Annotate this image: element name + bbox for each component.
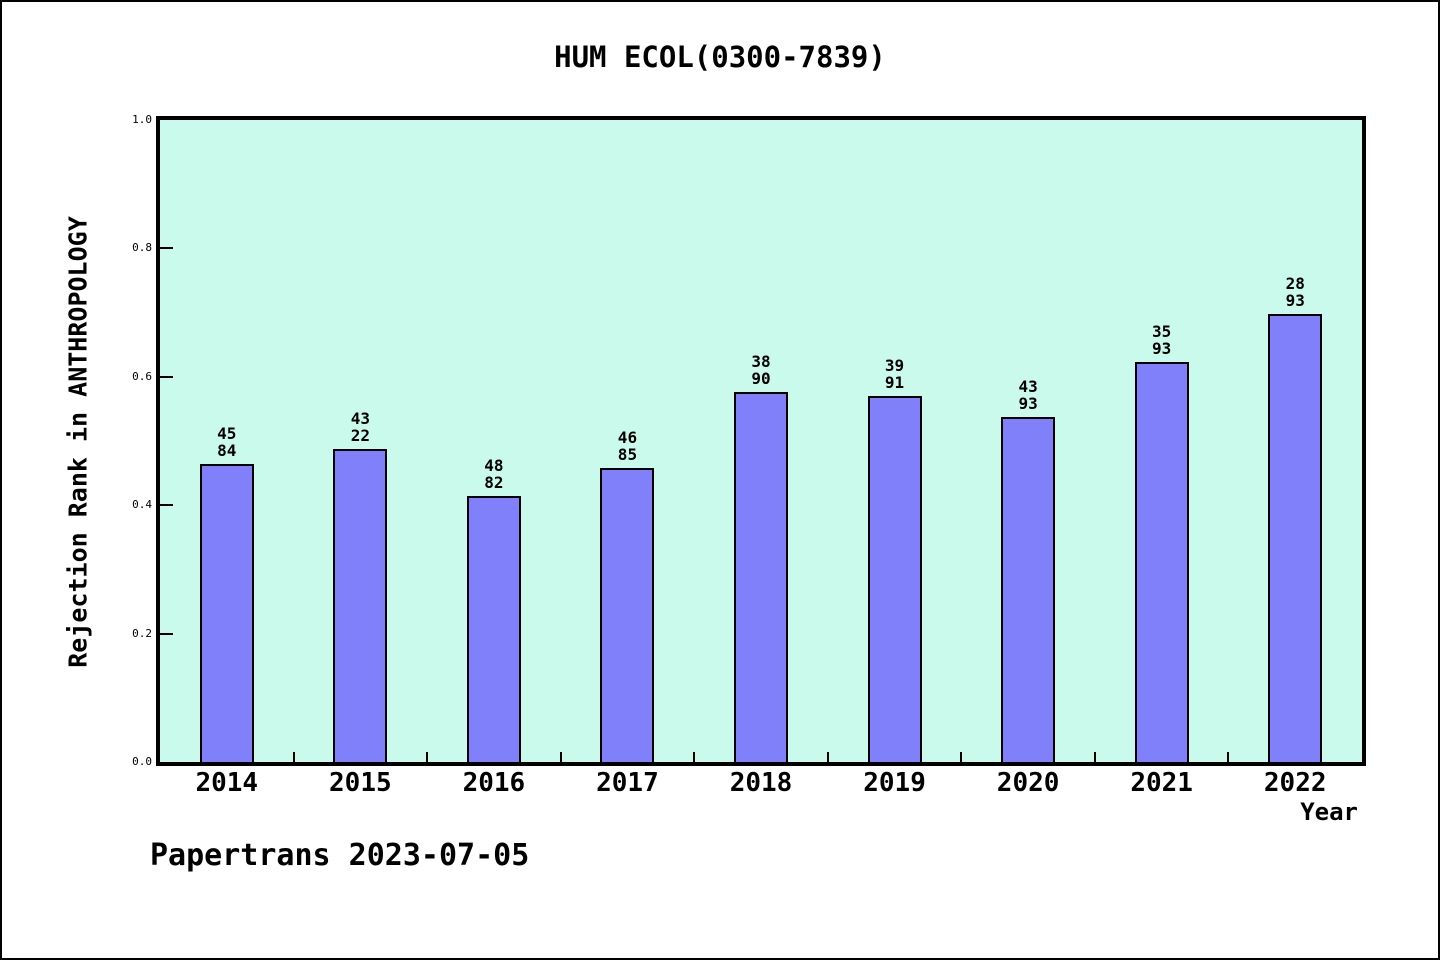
x-minor-tick [293,752,295,762]
y-tick-label-0.6: 0.6 [132,370,152,383]
x-tick-label-2019: 2019 [863,768,926,798]
x-tick-label-2021: 2021 [1130,768,1193,798]
bar-2015 [333,449,387,762]
bar-value-label-2019: 39 91 [884,356,905,392]
footer-note: Papertrans 2023-07-05 [150,838,530,873]
bar-value-label-2022: 28 93 [1285,274,1305,310]
bar-2019 [868,396,922,762]
bar-2016 [467,496,521,762]
x-minor-tick [560,752,562,762]
x-tick-label-2014: 2014 [195,768,259,798]
y-tick-mark-0.4 [160,504,173,506]
bar-2021 [1135,362,1189,762]
x-tick-label-2016: 2016 [462,768,526,798]
y-tick-mark-0.6 [160,376,173,378]
y-axis-title: Rejection Rank in ANTHROPOLOGY [63,216,93,668]
x-minor-tick [1227,752,1229,762]
bar-value-label-2018: 38 90 [751,352,771,388]
x-minor-tick [426,752,428,762]
x-tick-label-2022: 2022 [1263,768,1327,798]
x-minor-tick [827,752,829,762]
y-tick-label-1.0: 1.0 [132,113,152,126]
bar-value-label-2020: 43 93 [1018,377,1038,413]
y-tick-label-0.2: 0.2 [132,627,152,640]
y-tick-label-0.4: 0.4 [132,498,152,511]
plot-inner: 45 84 43 22 48 82 46 85 38 90 39 91 43 93 35 93… [160,120,1362,762]
y-tick-mark-0.8 [160,247,173,249]
y-tick-mark-0.2 [160,633,173,635]
x-axis-title: Year [1300,798,1358,826]
x-minor-tick [693,752,695,762]
bar-2017 [600,468,654,762]
bar-value-label-2017: 46 85 [617,428,638,464]
y-tick-label-0.0: 0.0 [132,755,152,768]
chart-title: HUM ECOL(0300-7839) [554,40,886,74]
bar-value-label-2015: 43 22 [350,409,370,445]
bar-2020 [1001,417,1055,762]
bar-2022 [1268,314,1322,762]
x-tick-label-2017: 2017 [596,768,659,798]
x-tick-label-2020: 2020 [996,768,1060,798]
x-minor-tick [1094,752,1096,762]
bar-value-label-2014: 45 84 [217,424,237,460]
bar-value-label-2016: 48 82 [484,456,504,492]
x-tick-label-2015: 2015 [329,768,392,798]
y-tick-label-0.8: 0.8 [132,241,152,254]
plot-area: 45 84 43 22 48 82 46 85 38 90 39 91 43 93 35 93… [156,116,1366,766]
x-minor-tick [960,752,962,762]
bar-2018 [734,392,788,762]
x-tick-label-2018: 2018 [729,768,793,798]
bar-2014 [200,464,254,762]
bar-value-label-2021: 35 93 [1152,322,1172,358]
